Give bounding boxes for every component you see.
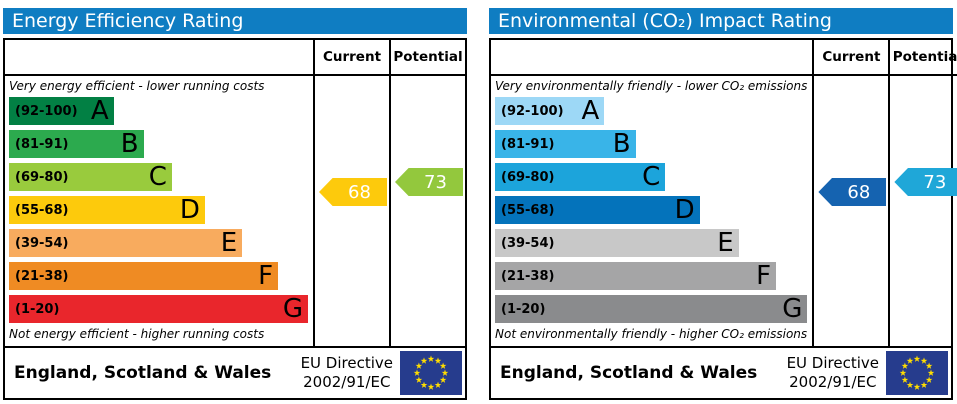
energy-footer: England, Scotland & Wales EU Directive 2… xyxy=(5,346,465,398)
band-d-letter: D xyxy=(179,195,200,225)
energy-current-column-header: Current xyxy=(313,40,389,76)
environmental-band-chart: Very environmentally friendly - lower CO… xyxy=(491,76,812,346)
environmental-panel-header: Environmental (CO₂) Impact Rating xyxy=(489,8,953,34)
energy-eu-directive-line2: 2002/91/EC xyxy=(303,373,391,391)
band-e-range: (39-54) xyxy=(15,235,69,251)
band-a: (92-100) A xyxy=(9,97,114,125)
band-e: (39-54) E xyxy=(9,228,243,258)
environmental-footer: England, Scotland & Wales EU Directive 2… xyxy=(491,346,951,398)
environmental-panel-title: Environmental (CO₂) Impact Rating xyxy=(498,10,832,32)
band-a-range: (92-100) xyxy=(501,103,564,119)
eu-flag-icon xyxy=(886,351,948,395)
energy-band-chart: Very energy efficient - lower running co… xyxy=(5,76,313,346)
environmental-potential-column-header: Potential xyxy=(888,40,957,76)
environmental-current-cell: 68 xyxy=(812,76,888,346)
band-f: (21-38) F xyxy=(9,261,279,291)
environmental-current-column-header: Current xyxy=(812,40,889,76)
energy-potential-column-header: Potential xyxy=(389,40,465,76)
environmental-current-value: 68 xyxy=(847,181,871,203)
environmental-region-label: England, Scotland & Wales xyxy=(500,363,758,383)
environmental-eu-directive: EU Directive 2002/91/EC xyxy=(787,354,879,392)
environmental-top-caption: Very environmentally friendly - lower CO… xyxy=(495,79,808,93)
band-d: (55-68) D xyxy=(9,196,205,224)
band-g-letter: G xyxy=(282,294,303,324)
band-b-letter: B xyxy=(612,129,631,159)
energy-rating-table: Current Potential Very energy efficient … xyxy=(3,38,467,400)
band-b-range: (81-91) xyxy=(501,136,555,152)
band-c-letter: C xyxy=(148,162,167,192)
environmental-bottom-caption: Not environmentally friendly - higher CO… xyxy=(495,327,808,341)
band-c-range: (69-80) xyxy=(15,169,69,185)
band-f: (21-38) F xyxy=(495,261,777,291)
band-a-letter: A xyxy=(581,96,600,126)
energy-eu-directive: EU Directive 2002/91/EC xyxy=(301,354,393,392)
eu-flag-icon xyxy=(400,351,462,395)
environmental-impact-panel: Environmental (CO₂) Impact Rating Curren… xyxy=(489,8,957,400)
band-b-letter: B xyxy=(120,129,139,159)
band-b: (81-91) B xyxy=(495,130,636,158)
energy-top-caption: Very energy efficient - lower running co… xyxy=(9,79,265,93)
energy-current-rating-arrow: 68 xyxy=(319,178,387,206)
band-f-range: (21-38) xyxy=(501,268,555,284)
band-d-range: (55-68) xyxy=(501,202,555,218)
band-b: (81-91) B xyxy=(9,130,144,158)
band-e-letter: E xyxy=(220,228,238,258)
band-a: (92-100) A xyxy=(495,96,605,126)
band-c: (69-80) C xyxy=(9,163,172,191)
band-e: (39-54) E xyxy=(495,229,739,257)
energy-potential-cell: 73 xyxy=(389,76,465,346)
band-f-letter: F xyxy=(756,261,772,291)
energy-current-value: 68 xyxy=(348,181,371,203)
band-g: (1-20) G xyxy=(495,294,808,324)
environmental-potential-rating-arrow: 73 xyxy=(894,168,957,196)
energy-efficiency-panel: Energy Efficiency Rating Current Potenti… xyxy=(3,8,467,400)
energy-bands: (92-100) A (81-91) B (69-80) C (55-68) xyxy=(9,97,308,323)
band-e-range: (39-54) xyxy=(501,235,555,251)
band-c-range: (69-80) xyxy=(501,169,555,185)
energy-header-spacer xyxy=(5,40,313,76)
band-g-range: (1-20) xyxy=(15,301,60,317)
band-g-range: (1-20) xyxy=(501,301,546,317)
band-d-range: (55-68) xyxy=(15,202,69,218)
energy-panel-header: Energy Efficiency Rating xyxy=(3,8,467,34)
energy-bottom-caption: Not energy efficient - higher running co… xyxy=(9,327,265,341)
band-d-letter: D xyxy=(674,195,695,225)
band-g: (1-20) G xyxy=(9,295,308,323)
environmental-bands: (92-100) A (81-91) B (69-80) C (55-68) xyxy=(495,96,808,324)
band-f-range: (21-38) xyxy=(15,268,69,284)
environmental-potential-cell: 73 xyxy=(888,76,957,346)
environmental-potential-value: 73 xyxy=(923,171,947,193)
band-f-letter: F xyxy=(258,261,274,291)
energy-eu-directive-line1: EU Directive xyxy=(300,354,393,373)
energy-potential-value: 73 xyxy=(424,171,447,193)
band-b-range: (81-91) xyxy=(15,136,69,152)
band-a-letter: A xyxy=(90,96,109,126)
band-g-letter: G xyxy=(782,294,803,324)
band-a-range: (92-100) xyxy=(15,103,78,119)
environmental-current-rating-arrow: 68 xyxy=(818,178,887,206)
band-c-letter: C xyxy=(642,162,661,192)
environmental-rating-table: Current Potential Very environmentally f… xyxy=(489,38,957,400)
band-c: (69-80) C xyxy=(495,162,666,192)
band-d: (55-68) D xyxy=(495,196,700,224)
energy-potential-rating-arrow: 73 xyxy=(395,168,463,196)
environmental-header-spacer xyxy=(491,40,813,76)
band-e-letter: E xyxy=(717,228,734,258)
energy-region-label: England, Scotland & Wales xyxy=(14,363,272,383)
environmental-eu-directive-line1: EU Directive xyxy=(786,354,879,373)
energy-current-cell: 68 xyxy=(313,76,389,346)
energy-panel-title: Energy Efficiency Rating xyxy=(12,10,244,32)
environmental-eu-directive-line2: 2002/91/EC xyxy=(789,373,877,391)
